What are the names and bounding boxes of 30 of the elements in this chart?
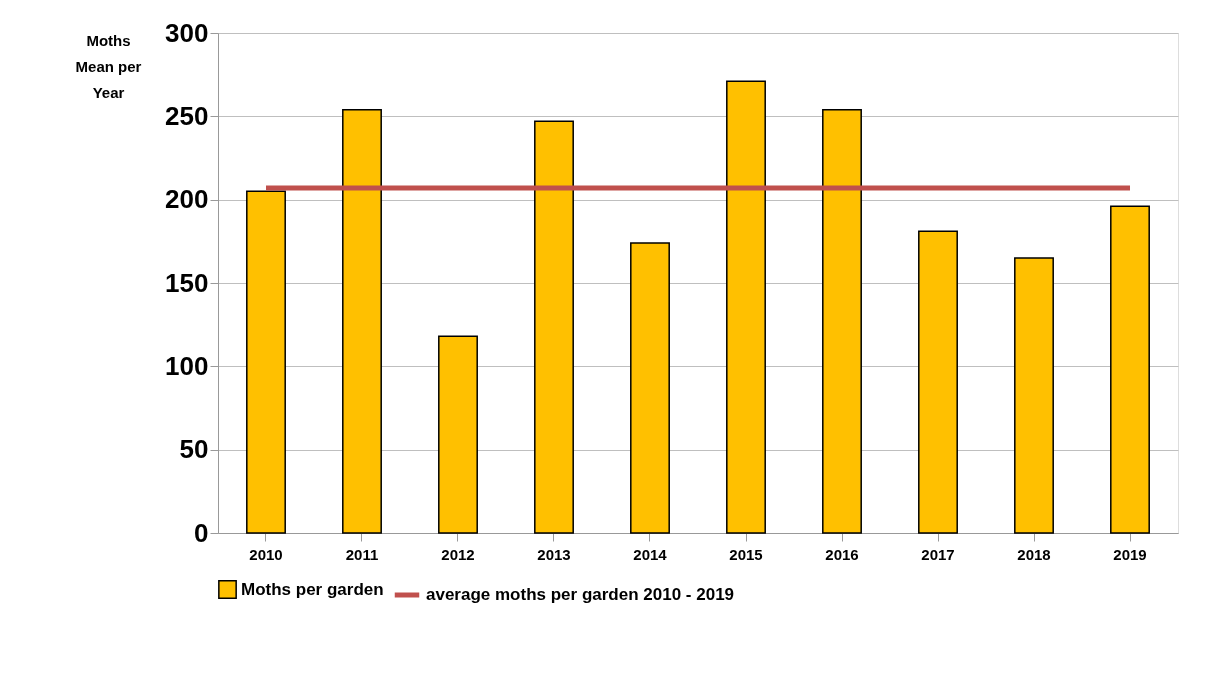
bar bbox=[246, 190, 286, 534]
x-tick-label: 2019 bbox=[1113, 545, 1147, 563]
bar bbox=[438, 335, 478, 534]
bar bbox=[630, 242, 670, 534]
bar bbox=[822, 108, 862, 534]
y-tick-label: 0 bbox=[194, 517, 209, 548]
legend-label: average moths per garden 2010 - 2019 bbox=[426, 585, 735, 604]
y-tick-label: 200 bbox=[165, 184, 209, 215]
x-tick-label: 2010 bbox=[249, 545, 283, 563]
bar bbox=[342, 108, 382, 534]
y-tick-label: 250 bbox=[165, 100, 209, 131]
bar bbox=[918, 230, 958, 534]
y-axis-title: Moths Mean per Year bbox=[75, 31, 142, 101]
y-tick-label: 150 bbox=[165, 267, 209, 298]
x-tick-label: 2015 bbox=[729, 545, 763, 563]
x-tick-label: 2011 bbox=[345, 545, 379, 563]
legend-label: Moths per garden bbox=[241, 579, 384, 599]
y-tick-label: 50 bbox=[179, 434, 209, 465]
x-tick-label: 2017 bbox=[921, 545, 955, 563]
x-tick-label: 2016 bbox=[825, 545, 859, 563]
x-tick-label: 2013 bbox=[537, 545, 571, 563]
y-tick-label: 300 bbox=[165, 17, 209, 48]
x-tick-label: 2012 bbox=[441, 545, 475, 563]
x-tick-label: 2018 bbox=[1017, 545, 1051, 563]
x-tick-label: 2014 bbox=[633, 545, 668, 563]
bar bbox=[1110, 205, 1150, 534]
bar bbox=[1014, 257, 1054, 534]
bar bbox=[726, 80, 766, 534]
bar bbox=[534, 120, 574, 534]
y-tick-label: 100 bbox=[165, 350, 209, 381]
